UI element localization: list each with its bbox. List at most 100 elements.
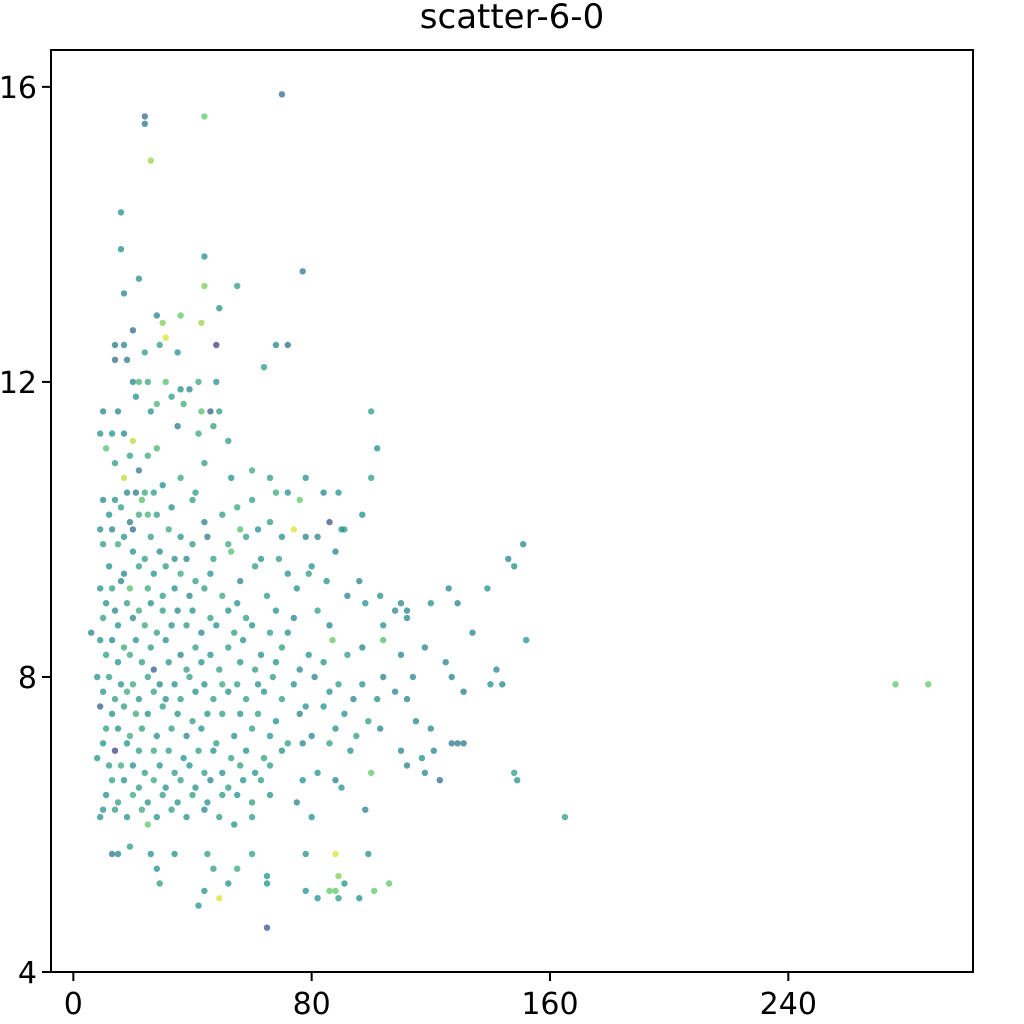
- scatter-point: [123, 489, 131, 496]
- scatter-point: [284, 740, 291, 747]
- scatter-point: [168, 725, 175, 732]
- scatter-point: [126, 651, 134, 658]
- scatter-point: [198, 659, 205, 666]
- scatter-point: [102, 600, 110, 607]
- scatter-point: [99, 740, 107, 747]
- scatter-point: [135, 695, 143, 703]
- scatter-point: [108, 585, 116, 592]
- scatter-point: [144, 673, 151, 681]
- scatter-point: [126, 452, 134, 459]
- scatter-point: [445, 585, 452, 592]
- scatter-point: [195, 902, 202, 909]
- scatter-point: [108, 636, 116, 644]
- scatter-point: [198, 725, 205, 732]
- scatter-point: [296, 710, 303, 717]
- scatter-point: [108, 777, 116, 784]
- scatter-point: [213, 378, 220, 386]
- scatter-point: [427, 725, 434, 732]
- scatter-point: [380, 622, 387, 629]
- scatter-point: [117, 577, 125, 585]
- scatter-point: [162, 784, 169, 791]
- scatter-point: [371, 887, 378, 895]
- scatter-point: [368, 408, 375, 415]
- scatter-point: [123, 600, 131, 607]
- scatter-point: [892, 681, 899, 688]
- scatter-point: [329, 636, 336, 644]
- scatter-point: [260, 754, 268, 762]
- scatter-point: [499, 681, 506, 688]
- scatter-point: [126, 732, 134, 740]
- scatter-point: [186, 386, 193, 393]
- scatter-point: [460, 688, 467, 695]
- scatter-point: [520, 541, 527, 548]
- scatter-point: [114, 659, 122, 666]
- scatter-point: [94, 754, 101, 762]
- scatter-point: [326, 622, 333, 629]
- scatter-point: [314, 607, 321, 614]
- scatter-point: [135, 275, 143, 282]
- scatter-point: [356, 895, 363, 902]
- scatter-point: [377, 592, 384, 599]
- scatter-point: [117, 504, 125, 511]
- scatter-point: [195, 747, 202, 754]
- scatter-point: [129, 437, 137, 445]
- scatter-point: [204, 850, 211, 858]
- scatter-point: [263, 592, 271, 599]
- scatter-point: [216, 305, 223, 312]
- scatter-point: [102, 725, 110, 732]
- scatter-point: [210, 695, 217, 703]
- scatter-point: [177, 777, 184, 784]
- scatter-point: [308, 563, 315, 570]
- scatter-point: [159, 703, 166, 710]
- scatter-point: [99, 496, 107, 504]
- scatter-point: [189, 791, 196, 799]
- scatter-point: [135, 563, 143, 570]
- scatter-point: [385, 880, 393, 887]
- scatter-point: [266, 791, 274, 799]
- scatter-point: [132, 393, 140, 400]
- scatter-point: [120, 570, 128, 577]
- scatter-point: [126, 585, 134, 592]
- scatter-point: [162, 695, 169, 703]
- scatter-point: [171, 769, 178, 776]
- scatter-point: [183, 555, 190, 563]
- scatter-point: [305, 651, 312, 658]
- scatter-point: [165, 747, 172, 754]
- scatter-point: [105, 511, 113, 518]
- scatter-point: [120, 430, 128, 437]
- x-axis: 0 80 160 240: [64, 972, 817, 1022]
- scatter-point: [210, 423, 217, 430]
- scatter-point: [251, 769, 259, 776]
- scatter-point: [97, 703, 104, 710]
- scatter-point: [356, 577, 363, 585]
- scatter-point: [362, 806, 369, 813]
- scatter-point: [114, 541, 122, 548]
- scatter-point: [138, 496, 146, 504]
- scatter-point: [254, 681, 262, 688]
- scatter-point: [302, 533, 309, 540]
- scatter-point: [314, 895, 321, 902]
- scatter-point: [144, 511, 151, 518]
- scatter-point: [448, 740, 455, 747]
- scatter-point: [201, 585, 208, 592]
- scatter-point: [436, 777, 443, 784]
- scatter-point: [162, 563, 169, 570]
- scatter-point: [320, 703, 327, 710]
- scatter-point: [266, 762, 274, 769]
- scatter-point: [278, 695, 286, 703]
- scatter-point: [326, 887, 333, 895]
- scatter-point: [97, 585, 104, 592]
- scatter-point: [168, 622, 175, 629]
- scatter-point: [293, 585, 300, 592]
- scatter-point: [153, 813, 160, 821]
- scatter-point: [290, 614, 297, 622]
- points-layer: [88, 91, 932, 931]
- scatter-point: [266, 518, 274, 526]
- scatter-point: [97, 430, 104, 437]
- scatter-point: [239, 636, 247, 644]
- scatter-point: [204, 799, 211, 806]
- scatter-point: [156, 548, 163, 555]
- scatter-point: [314, 769, 321, 776]
- scatter-point: [225, 644, 232, 651]
